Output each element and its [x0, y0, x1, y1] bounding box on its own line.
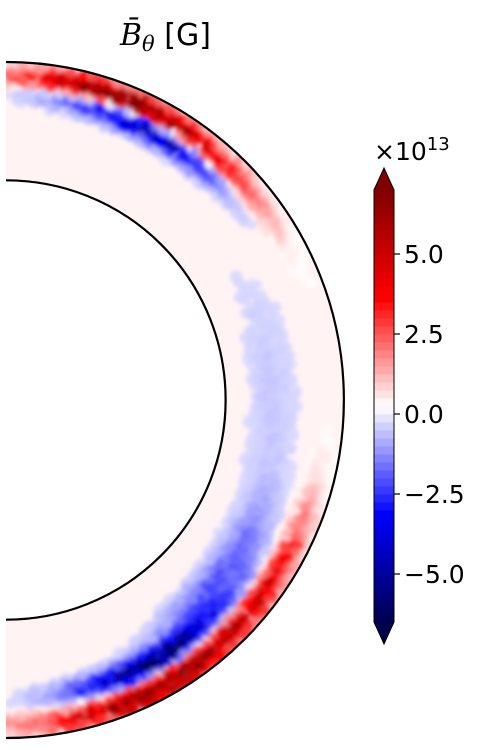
field-cell: [248, 287, 260, 299]
field-cell: [7, 730, 18, 738]
colorbar-band: [374, 390, 394, 399]
field-layer: [6, 62, 343, 738]
field-cell: [259, 217, 271, 229]
colorbar-band: [374, 430, 394, 439]
plot-title: B̄θ [G]: [120, 18, 211, 56]
colorbar-band: [374, 206, 394, 215]
colorbar-band: [374, 342, 394, 351]
title-unit: [G]: [164, 18, 211, 53]
field-cell: [284, 443, 297, 456]
colorbar-band: [374, 246, 394, 255]
colorbar-band: [374, 422, 394, 431]
colorbar-band: [374, 558, 394, 567]
colorbar-band: [374, 526, 394, 535]
colorbar-band: [374, 198, 394, 207]
colorbar-band: [374, 326, 394, 335]
colorbar-band: [374, 462, 394, 471]
field-cell: [6, 90, 13, 100]
colorbar-band: [374, 614, 394, 623]
colorbar-band: [374, 190, 394, 199]
field-cell: [282, 479, 294, 491]
colorbar-band: [374, 334, 394, 343]
colorbar-band: [374, 318, 394, 327]
colorbar-tick-label: −5.0: [404, 560, 465, 589]
field-cell: [303, 276, 317, 290]
colorbar-band: [374, 302, 394, 311]
colorbar-band: [374, 574, 394, 583]
colorbar: 5.0 2.5 0.0 −2.5 −5.0 ×1013: [373, 134, 465, 646]
colorbar-band: [374, 470, 394, 479]
colorbar-band: [374, 438, 394, 447]
colorbar-band: [374, 222, 394, 231]
colorbar-band: [374, 294, 394, 303]
colorbar-band: [374, 254, 394, 263]
colorbar-band: [374, 414, 394, 423]
colorbar-band: [374, 310, 394, 319]
outer-boundary: [5, 60, 346, 740]
colorbar-band: [374, 478, 394, 487]
colorbar-band: [374, 582, 394, 591]
colorbar-band: [374, 358, 394, 367]
colorbar-band: [374, 382, 394, 391]
field-cell: [109, 706, 120, 717]
field-cell: [246, 219, 257, 230]
field-cell: [6, 697, 16, 709]
colorbar-tick-label: 0.0: [404, 400, 444, 429]
colorbar-band: [374, 486, 394, 495]
colorbar-band: [374, 350, 394, 359]
field-cell: [273, 313, 286, 327]
colorbar-band: [374, 286, 394, 295]
colorbar-band: [374, 454, 394, 463]
colorbar-band: [374, 590, 394, 599]
field-cell: [322, 450, 333, 462]
colorbar-band: [374, 230, 394, 239]
colorbar-band: [374, 534, 394, 543]
colorbar-band: [374, 518, 394, 527]
colorbar-band: [374, 446, 394, 455]
colorbar-band: [374, 278, 394, 287]
colorbar-band: [374, 262, 394, 271]
colorbar-band: [374, 494, 394, 503]
colorbar-band: [374, 542, 394, 551]
field-cell: [325, 436, 335, 446]
title-symbol: B̄: [120, 18, 143, 53]
colorbar-tick-label: −2.5: [404, 480, 465, 509]
field-cell: [286, 460, 298, 473]
colorbar-band: [374, 238, 394, 247]
inner-boundary: [5, 179, 227, 621]
colorbar-tick-label: 5.0: [404, 240, 444, 269]
field-cell: [298, 250, 311, 262]
field-cell: [295, 266, 308, 280]
colorbar-band: [374, 502, 394, 511]
colorbar-extend-top: [374, 168, 394, 190]
title-subscript: θ: [142, 32, 155, 56]
colorbar-band: [374, 214, 394, 223]
colorbar-tick-label: 2.5: [404, 320, 444, 349]
field-cell: [252, 279, 263, 289]
colorbar-band: [374, 606, 394, 615]
field-cell: [288, 430, 299, 442]
colorbar-extend-bottom: [374, 622, 394, 644]
field-cell: [43, 698, 53, 708]
colorbar-band: [374, 406, 394, 415]
colorbar-band: [374, 398, 394, 407]
colorbar-band: [374, 374, 394, 383]
colorbar-band: [374, 510, 394, 519]
field-cell: [289, 403, 301, 414]
colorbar-band: [374, 550, 394, 559]
colorbar-outline: [373, 166, 395, 646]
colorbar-band: [374, 566, 394, 575]
colorbar-offset-exponent: 13: [427, 134, 450, 155]
meridional-shell: [5, 60, 346, 740]
colorbar-band: [374, 598, 394, 607]
colorbar-offset-base: ×10: [374, 137, 427, 166]
colorbar-band: [374, 366, 394, 375]
colorbar-offset-label: ×1013: [374, 134, 450, 166]
colorbar-band: [374, 270, 394, 279]
field-cell: [24, 88, 38, 102]
